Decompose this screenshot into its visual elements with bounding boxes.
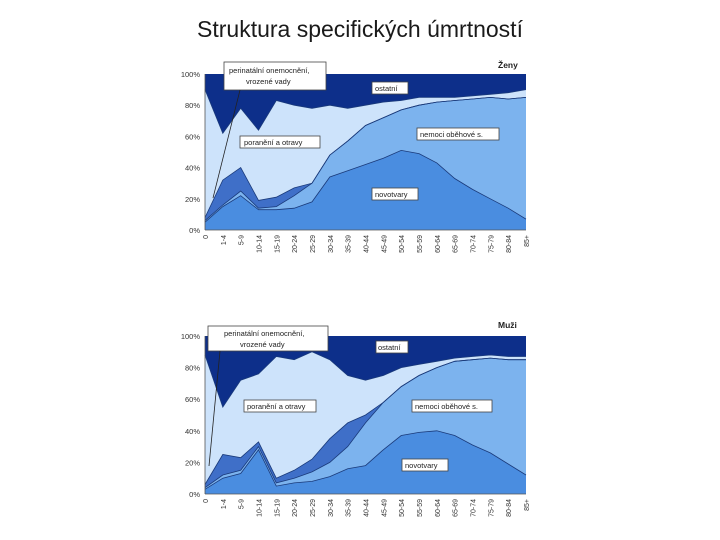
x-tick-label: 50-54 — [399, 499, 406, 517]
x-tick-label: 0 — [203, 235, 210, 239]
slide-title: Struktura specifických úmrtností — [197, 16, 523, 42]
svg-text:poranění a otravy: poranění a otravy — [247, 402, 306, 411]
y-tick-label: 20% — [185, 458, 200, 467]
x-tick-label: 35-39 — [346, 499, 353, 517]
x-tick-label: 75-79 — [488, 235, 495, 253]
series-line-0 — [204, 430, 527, 490]
annotation-injuries-muzi: poranění a otravy — [243, 399, 317, 413]
x-tick-label: 20-24 — [292, 499, 299, 517]
x-tick-label: 45-49 — [381, 235, 388, 253]
x-tick-label: 5-9 — [239, 499, 246, 509]
x-tick-label: 20-24 — [292, 235, 299, 253]
x-tick-label: 85+ — [524, 235, 531, 247]
svg-text:novotvary: novotvary — [405, 461, 438, 470]
annotation-injuries-zeny: poranění a otravy — [239, 135, 321, 149]
svg-text:ostatní: ostatní — [375, 84, 398, 93]
x-tick-label: 55-59 — [417, 235, 424, 253]
chart-zeny-title: Ženy — [498, 59, 518, 70]
x-tick-label: 10-14 — [257, 235, 264, 253]
x-tick-label: 75-79 — [488, 499, 495, 517]
svg-text:vrozené vady: vrozené vady — [240, 340, 285, 349]
x-tick-label: 1-4 — [221, 499, 228, 509]
svg-text:nemoci oběhové s.: nemoci oběhové s. — [420, 130, 483, 139]
y-tick-label: 100% — [181, 70, 201, 79]
y-tick-label: 0% — [189, 490, 200, 499]
chart-muzi-plot: 0% 20% 40% 60% 80% 100% 0 1-4 5-9 10-14 15-19 20-24… — [181, 332, 531, 517]
annotation-cardio-muzi: nemoci oběhové s. — [411, 399, 493, 413]
svg-text:novotvary: novotvary — [375, 190, 408, 199]
svg-text:perinatální onemocnění,: perinatální onemocnění, — [224, 329, 304, 338]
annotation-perinatal-line1: perinatální onemocnění, — [229, 66, 309, 75]
x-tick-label: 1-4 — [221, 235, 228, 245]
chart-muzi: 0% 20% 40% 60% 80% 100% 0 1-4 5-9 10-14 15-19 20-24… — [181, 320, 531, 517]
y-tick-label: 60% — [185, 132, 200, 141]
area-0 — [205, 150, 526, 230]
series-line-3 — [204, 351, 526, 408]
annotation-perinatal-muzi: perinatální onemocnění, vrozené vady — [207, 325, 329, 467]
chart-zeny-plot: 0% 20% 40% 60% 80% 100% 0 1-4 5-9 10-14 15-19 20-24… — [181, 70, 531, 253]
annotation-perinatal-line2: vrozené vady — [246, 77, 291, 86]
svg-text:poranění a otravy: poranění a otravy — [244, 138, 303, 147]
x-tick-label: 15-19 — [274, 499, 281, 517]
svg-text:ostatní: ostatní — [378, 343, 401, 352]
y-tick-label: 20% — [185, 195, 200, 204]
x-tick-label: 30-34 — [328, 235, 335, 253]
y-tick-label: 60% — [185, 395, 200, 404]
x-tick-label: 55-59 — [417, 499, 424, 517]
x-tick-label: 50-54 — [399, 235, 406, 253]
x-tick-label: 15-19 — [274, 235, 281, 253]
series-line-1 — [204, 96, 527, 221]
annotation-cardio-zeny: nemoci oběhové s. — [416, 127, 500, 141]
x-tick-label: 10-14 — [257, 499, 264, 517]
series-line-0 — [204, 149, 527, 223]
x-tick-label: 40-44 — [364, 499, 371, 517]
x-tick-label: 5-9 — [239, 235, 246, 245]
x-tick-label: 80-84 — [506, 499, 513, 517]
series-line-1 — [204, 357, 526, 489]
x-tick-label: 70-74 — [471, 235, 478, 253]
annotation-tumors-muzi: novotvary — [401, 458, 449, 472]
y-tick-label: 40% — [185, 164, 200, 173]
x-tick-label: 0 — [203, 499, 210, 503]
chart-zeny: 0% 20% 40% 60% 80% 100% 0 1-4 5-9 10-14 15-19 20-24… — [181, 59, 531, 253]
x-tick-label: 40-44 — [364, 235, 371, 253]
x-tick-label: 70-74 — [471, 499, 478, 517]
annotation-perinatal-zeny: perinatální onemocnění, vrozené vady — [212, 61, 327, 199]
x-tick-label: 25-29 — [310, 235, 317, 253]
annotation-tumors-zeny: novotvary — [371, 187, 419, 201]
x-tick-label: 45-49 — [381, 499, 388, 517]
x-tick-label: 80-84 — [506, 235, 513, 253]
x-tick-label: 35-39 — [346, 235, 353, 253]
y-tick-label: 100% — [181, 332, 201, 341]
y-tick-label: 0% — [189, 226, 200, 235]
x-tick-label: 65-69 — [453, 235, 460, 253]
series-line-3 — [204, 89, 527, 135]
y-tick-label: 80% — [185, 364, 200, 373]
annotation-ostatni-muzi: ostatní — [375, 340, 409, 354]
x-tick-label: 30-34 — [328, 499, 335, 517]
svg-text:nemoci oběhové s.: nemoci oběhové s. — [415, 402, 478, 411]
area-0 — [205, 430, 526, 494]
y-tick-label: 40% — [185, 427, 200, 436]
x-tick-label: 25-29 — [310, 499, 317, 517]
x-tick-label: 65-69 — [453, 499, 460, 517]
annotation-ostatni-zeny: ostatní — [371, 81, 409, 95]
y-tick-label: 80% — [185, 101, 200, 110]
x-tick-label: 60-64 — [435, 499, 442, 517]
x-tick-label: 85+ — [524, 499, 531, 511]
chart-muzi-title: Muži — [498, 320, 517, 330]
x-tick-label: 60-64 — [435, 235, 442, 253]
